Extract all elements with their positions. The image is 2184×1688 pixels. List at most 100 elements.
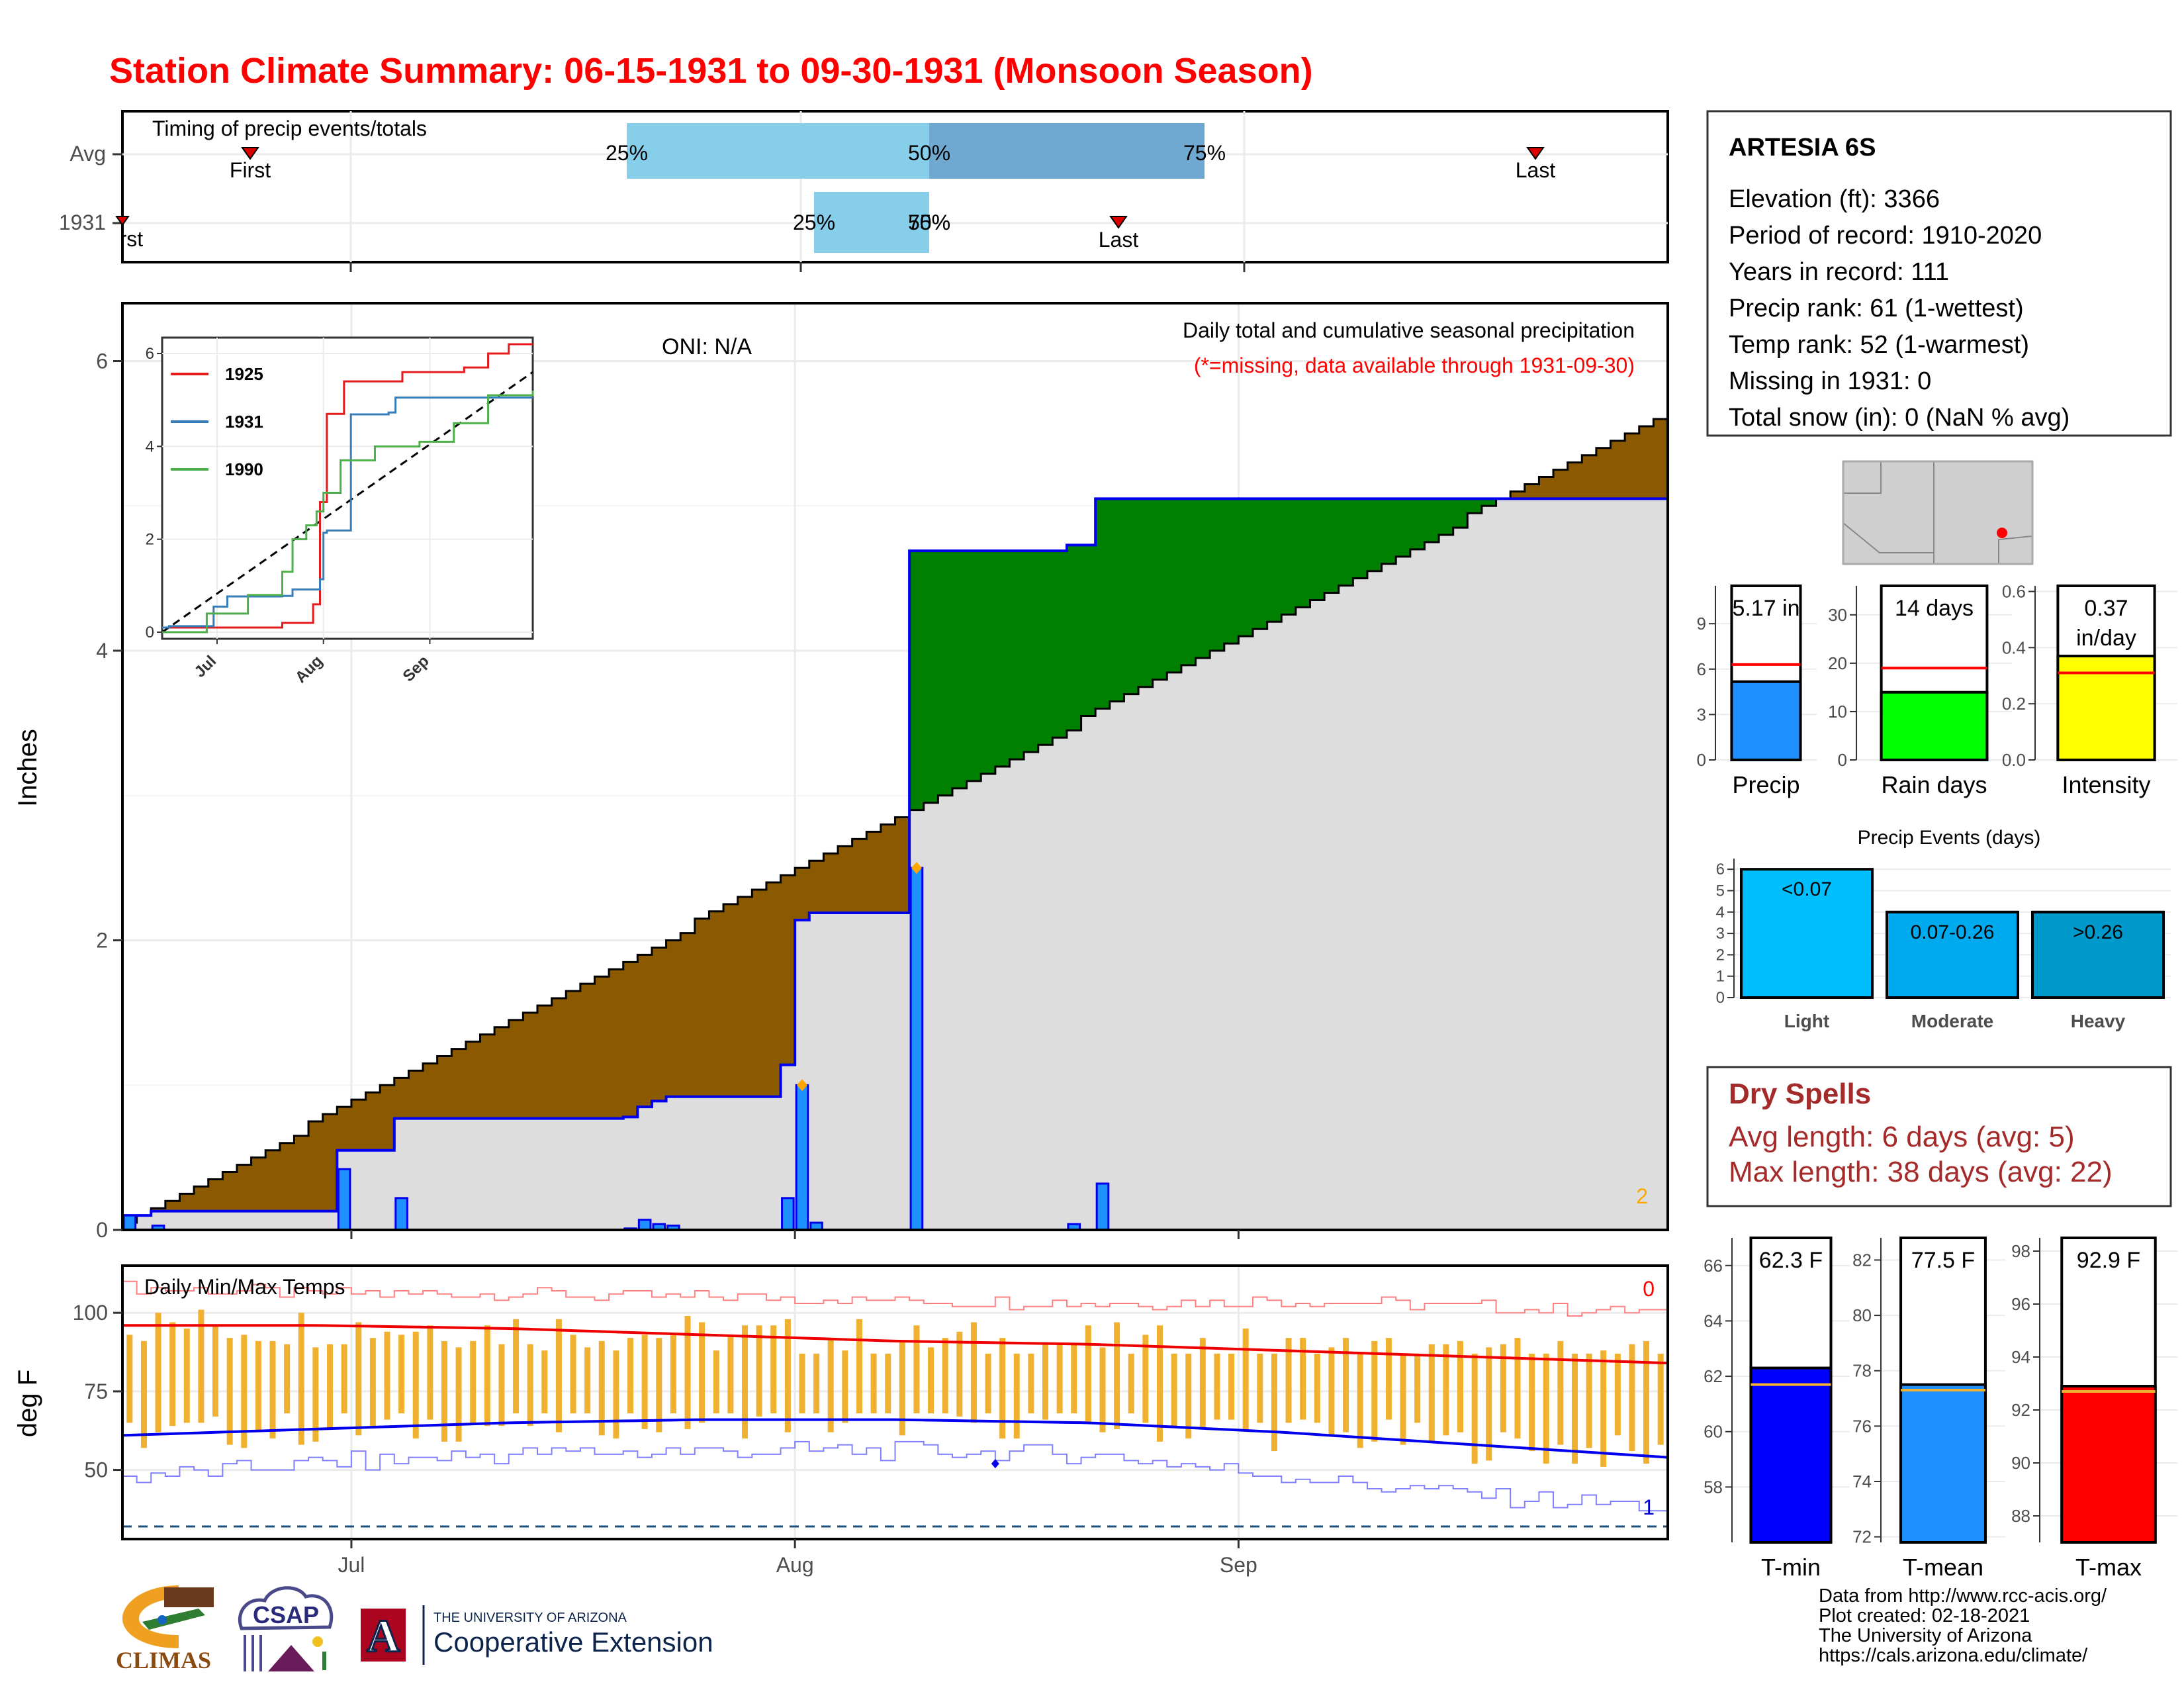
below-average-area-day [752,889,767,1097]
below-average-area-day [1625,433,1640,499]
above-average-area-day [1138,498,1154,687]
temp-bar-tmax: 88 90 92 94 96 98 92.9 F T-max [2011,1237,2177,1581]
above-average-area-day [1353,498,1368,579]
cumulative-area-day [623,1117,638,1230]
event-bar-heavy [2031,910,2165,1000]
mini-ytick-label: 64 [1704,1311,1723,1331]
dry-spells-title: Dry Spells [1729,1078,1871,1110]
avg-q50-q75-bar [929,123,1205,179]
avg-last-label: Last [1516,158,1556,182]
cumulative-area-day [494,1118,510,1230]
cumulative-area-day [1038,745,1053,1230]
station-info-panel: ARTESIA 6S Elevation (ft): 3366 Period o… [1706,110,2172,437]
cumulative-area-day [1009,759,1024,1230]
mini-ytick-label: 62 [1704,1366,1723,1386]
cumulative-area-day [838,912,853,1230]
mini-value-unit: in/day [2076,626,2136,651]
cumulative-area-day [508,1118,523,1230]
university-of-arizona-logo[interactable]: A THE UNIVERSITY OF ARIZONA Cooperative … [361,1605,713,1665]
cumulative-area-day [823,912,839,1230]
record-marker-icon [911,862,922,874]
below-average-area-day [709,911,724,1097]
avg-q25-label: 25% [606,141,648,165]
cumulative-area-day [1152,679,1167,1230]
above-average-area-day [1210,498,1225,651]
cumulative-area-day [938,795,953,1230]
cumulative-area-day [709,1096,724,1230]
below-average-area-day [1510,491,1525,499]
below-average-area-day [1653,419,1668,499]
above-average-area-day [1167,498,1182,673]
below-average-area-day [838,846,853,913]
y1931-q75-label: 75% [908,211,950,234]
cumulative-area-day [1625,498,1640,1230]
cumulative-area-day [966,780,981,1230]
above-average-area-day [1396,498,1411,557]
below-average-area-day [337,1107,352,1150]
above-average-area-day [1453,498,1468,528]
cumulative-area-day [451,1118,467,1230]
mini-ytick-label: 20 [1828,653,1847,673]
cumulative-area-day [265,1211,281,1230]
mini-ytick-label: 0 [1838,750,1847,770]
cumulative-area-day [1424,541,1439,1230]
y1931-last-label: Last [1099,228,1139,252]
precip-ytick-label: 0 [96,1218,108,1242]
below-average-area-day [1639,426,1654,499]
oni-label: ONI: N/A [662,334,752,359]
cumulative-area-day [165,1211,181,1230]
below-average-area-day [1596,447,1612,499]
below-average-area-day [809,861,824,913]
above-average-area-day [1038,551,1053,745]
cumulative-area-day [1410,549,1426,1230]
average-cumulative-line [122,418,1668,1224]
cumulative-area-day [236,1211,252,1230]
climas-logo[interactable]: CLIMAS [116,1585,214,1673]
daily-precip-bar [795,1084,809,1231]
inset-line-1931 [162,397,533,629]
above-average-area-day [1024,551,1039,753]
cumulative-area-day [852,912,867,1230]
cumulative-area-day [1181,665,1197,1230]
station-location-marker [1997,528,2007,538]
dry-spells-panel: Dry Spells Avg length: 6 days (avg: 5) M… [1706,1066,2172,1207]
daily-precip-bar [637,1219,652,1231]
cumulative-area-day [1510,498,1525,1230]
summary-bar-intensity: 0.0 0.2 0.4 0.6 0.37 in/day Intensity [2002,581,2177,798]
events-ytick-label: 4 [1716,904,1725,921]
daily-precip-bar [781,1197,795,1231]
events-title: Precip Events (days) [1858,827,2041,849]
inset-line-1990 [162,391,534,633]
event-bar-range: 0.07-0.26 [1911,921,1995,943]
map-frame [1843,461,2033,565]
cumulative-area-day [480,1118,495,1230]
above-average-area-day [1195,498,1210,658]
mini-category-label: T-mean [1903,1554,1983,1581]
cumulative-area-day [408,1118,424,1230]
below-average-area-day [423,1063,438,1119]
below-average-area-day [680,933,696,1097]
cumulative-area-day [1324,592,1340,1230]
above-average-area-day [923,551,938,803]
mini-value-label: 62.3 F [1759,1248,1823,1273]
below-average-area-day [1539,477,1554,499]
precip-note-title: Daily total and cumulative seasonal prec… [1183,318,1635,342]
precip-note-missing: (*=missing, data available through 1931-… [1194,353,1635,377]
cumulative-area-day [566,1118,581,1230]
mini-ytick-label: 96 [2011,1294,2030,1314]
ua-small-text: THE UNIVERSITY OF ARIZONA [433,1611,627,1625]
cumulative-area-day [251,1211,266,1230]
timing-label: Timing of precip events/totals [152,117,427,140]
event-bar-moderate [1886,910,2019,1000]
above-average-area-day [1481,498,1497,506]
below-average-area-day [623,962,638,1117]
daily-precip-bar [1095,1182,1110,1231]
above-average-area-day [1253,498,1268,630]
csap-logo[interactable]: CSAP [238,1586,334,1671]
station-precip-rank: Precip rank: 61 (1-wettest) [1729,295,2024,322]
cumulative-area-day [1610,498,1625,1230]
mini-ytick-label: 0.6 [2002,581,2026,601]
above-average-area-day [1152,498,1167,680]
footer-line-2: Plot created: 02-18-2021 [1819,1605,2030,1626]
below-average-area-day [795,868,810,920]
